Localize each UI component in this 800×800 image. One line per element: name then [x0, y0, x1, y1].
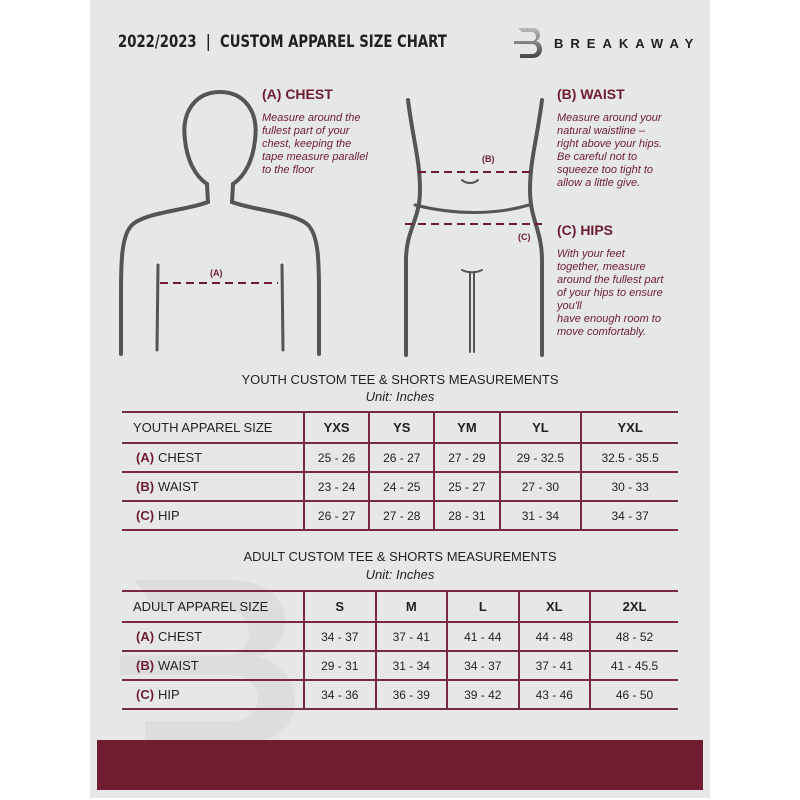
body-diagrams: (A) (B) (C) — [119, 89, 544, 357]
measurement-name: CHEST — [158, 450, 203, 465]
measurement-value: 34 - 37 — [446, 650, 519, 681]
hips-heading: (C) HIPS — [557, 222, 613, 238]
table-row: (B) WAIST 29 - 31 31 - 34 34 - 37 37 - 41 41 -… — [122, 650, 678, 681]
size-header: 2XL — [589, 590, 678, 623]
brand-logo: BREAKAWAY — [512, 26, 700, 60]
measurement-value: 29 - 32.5 — [498, 442, 582, 473]
measurement-name: HIP — [158, 508, 180, 523]
measurement-name: HIP — [158, 687, 180, 702]
measurement-value: 34 - 37 — [303, 621, 376, 652]
chest-instructions: Measure around the fullest part of your … — [262, 112, 368, 176]
table-row: (A) CHEST 25 - 26 26 - 27 27 - 29 29 - 32.5 32… — [122, 442, 678, 473]
measurement-name: WAIST — [158, 479, 199, 494]
adult-table-unit: Unit: Inches — [365, 567, 435, 582]
measurement-value: 41 - 44 — [446, 621, 519, 652]
measurement-letter: (C) — [136, 687, 155, 702]
measurement-label: (A) CHEST — [122, 442, 304, 473]
chest-heading: (A) CHEST — [262, 86, 333, 102]
measurement-value: 37 - 41 — [517, 650, 591, 681]
youth-size-table: YOUTH APPAREL SIZE YXS YS YM YL YXL (A) CHEST 25… — [122, 411, 678, 531]
size-label: ADULT APPAREL SIZE — [122, 590, 304, 623]
measurement-value: 25 - 26 — [302, 442, 370, 473]
youth-table-unit: Unit: Inches — [365, 389, 435, 404]
measurement-label: (B) WAIST — [122, 471, 304, 502]
measurement-value: 36 - 39 — [374, 679, 448, 710]
measurement-value: 28 - 31 — [433, 500, 500, 531]
upper-body-outline — [119, 89, 321, 356]
measurement-value: 27 - 28 — [368, 500, 435, 531]
measurement-letter: (A) — [136, 629, 155, 644]
measurement-value: 32.5 - 35.5 — [580, 442, 678, 473]
size-header: M — [374, 590, 448, 623]
measurement-name: CHEST — [158, 629, 203, 644]
measurement-label: (B) WAIST — [122, 650, 304, 681]
measurement-letter: (A) — [136, 450, 155, 465]
waist-marker: (B) — [482, 154, 495, 164]
measurement-value: 46 - 50 — [589, 679, 678, 710]
size-label: YOUTH APPAREL SIZE — [122, 411, 304, 444]
measurement-value: 31 - 34 — [498, 500, 582, 531]
size-header: XL — [517, 590, 591, 623]
adult-table-title: ADULT CUSTOM TEE & SHORTS MEASUREMENTS — [243, 549, 557, 564]
size-header: L — [446, 590, 519, 623]
measurement-value: 25 - 27 — [433, 471, 500, 502]
measurement-label: (C) HIP — [122, 679, 304, 710]
table-header-row: ADULT APPAREL SIZE S M L XL 2XL — [122, 590, 678, 623]
measurement-value: 34 - 37 — [580, 500, 678, 531]
table-row: (A) CHEST 34 - 37 37 - 41 41 - 44 44 - 48 48 -… — [122, 621, 678, 652]
youth-table-title: YOUTH CUSTOM TEE & SHORTS MEASUREMENTS — [241, 372, 559, 387]
table-row: (C) HIP 26 - 27 27 - 28 28 - 31 31 - 34 34 - 3… — [122, 500, 678, 531]
measurement-label: (A) CHEST — [122, 621, 304, 652]
measurement-value: 31 - 34 — [374, 650, 448, 681]
table-row: (B) WAIST 23 - 24 24 - 25 25 - 27 27 - 30 30 -… — [122, 471, 678, 502]
waist-instructions: Measure around your natural waistline – … — [557, 112, 663, 189]
measurement-value: 29 - 31 — [303, 650, 376, 681]
size-header: YL — [498, 411, 582, 444]
measurement-value: 27 - 30 — [498, 471, 582, 502]
measurement-value: 23 - 24 — [302, 471, 370, 502]
size-header: YXS — [302, 411, 370, 444]
measurement-value: 27 - 29 — [433, 442, 500, 473]
measurement-value: 44 - 48 — [517, 621, 591, 652]
size-header: YM — [433, 411, 500, 444]
table-row: (C) HIP 34 - 36 36 - 39 39 - 42 43 - 46 46 - 5… — [122, 679, 678, 710]
measurement-value: 24 - 25 — [368, 471, 435, 502]
size-header: YXL — [580, 411, 678, 444]
measurement-label: (C) HIP — [122, 500, 304, 531]
measurement-value: 43 - 46 — [517, 679, 591, 710]
adult-size-table: ADULT APPAREL SIZE S M L XL 2XL (A) CHEST 34 - 3… — [122, 590, 678, 710]
measurement-value: 48 - 52 — [589, 621, 678, 652]
hips-instructions: With your feet together, measure around … — [557, 248, 664, 338]
size-header: S — [303, 590, 376, 623]
measurement-value: 26 - 27 — [302, 500, 370, 531]
size-header: YS — [368, 411, 435, 444]
measurement-letter: (C) — [136, 508, 155, 523]
measurement-value: 41 - 45.5 — [589, 650, 678, 681]
measurement-value: 26 - 27 — [368, 442, 435, 473]
measurement-value: 39 - 42 — [446, 679, 519, 710]
page-title: 2022/2023 | CUSTOM APPAREL SIZE CHART — [118, 32, 447, 52]
chest-marker: (A) — [210, 268, 223, 278]
measurement-name: WAIST — [158, 658, 199, 673]
breakaway-b-icon — [514, 28, 542, 58]
measurement-value: 30 - 33 — [580, 471, 678, 502]
footer-band — [97, 740, 703, 790]
measurement-letter: (B) — [136, 479, 155, 494]
brand-name: BREAKAWAY — [554, 35, 701, 51]
measurement-letter: (B) — [136, 658, 155, 673]
measurement-value: 34 - 36 — [303, 679, 376, 710]
lower-body-outline — [404, 98, 544, 357]
table-header-row: YOUTH APPAREL SIZE YXS YS YM YL YXL — [122, 411, 678, 444]
measurement-value: 37 - 41 — [374, 621, 448, 652]
hips-marker: (C) — [518, 232, 531, 242]
waist-heading: (B) WAIST — [557, 86, 625, 102]
size-chart-page: 2022/2023 | CUSTOM APPAREL SIZE CHART BR… — [90, 0, 710, 798]
